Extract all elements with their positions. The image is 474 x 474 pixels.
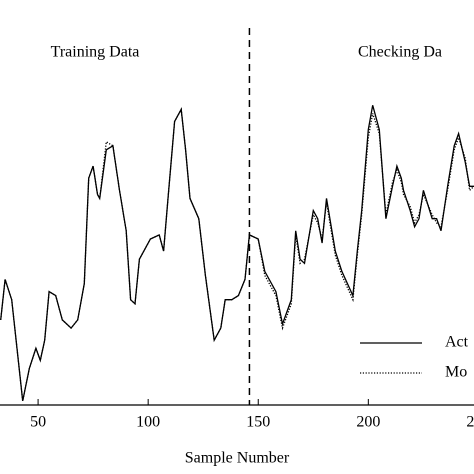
x-tick-label: 2 [466, 414, 474, 431]
x-tick-label: 200 [356, 414, 380, 431]
annotation: Checking Da [358, 44, 442, 61]
legend-label: Mo [445, 364, 467, 381]
legend-label: Act [445, 334, 469, 351]
x-tick-label: 100 [136, 414, 160, 431]
x-tick-label: 150 [246, 414, 270, 431]
x-tick-label: 50 [30, 414, 46, 431]
data-line [0, 107, 474, 402]
x-axis-label: Sample Number [185, 450, 290, 467]
annotation: Training Data [51, 44, 140, 61]
